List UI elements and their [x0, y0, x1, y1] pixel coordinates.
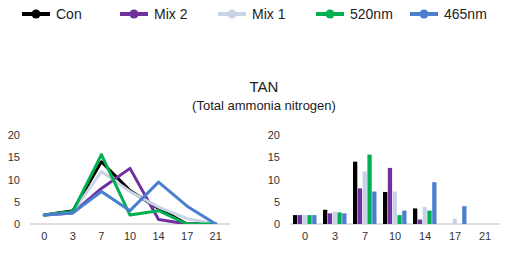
- bar: [393, 192, 397, 224]
- legend-marker: [420, 10, 429, 19]
- bar: [333, 212, 337, 224]
- y-tick: [287, 135, 290, 136]
- y-tick-label: 5: [14, 196, 20, 208]
- y-tick: [27, 157, 30, 158]
- bar: [453, 219, 457, 224]
- legend-label: Mix 2: [154, 6, 188, 22]
- series-line: [44, 182, 215, 224]
- panel-bar: 0 5 10 15 20 0 3 7 10 14 17 21: [268, 129, 500, 242]
- bar: [427, 211, 431, 224]
- x-tick-label: 14: [152, 230, 164, 242]
- bar: [328, 213, 332, 224]
- y-tick: [287, 157, 290, 158]
- bar: [337, 212, 341, 224]
- plot-area: [293, 155, 467, 224]
- legend: Con Mix 2 Mix 1 520nm 465nm: [22, 6, 487, 22]
- y-tick-label: 15: [8, 151, 20, 163]
- bar: [388, 168, 392, 224]
- y-tick: [27, 179, 30, 180]
- x-tick-label: 0: [302, 230, 308, 242]
- x-tick-label: 3: [332, 230, 338, 242]
- bar: [298, 215, 302, 224]
- bar: [367, 155, 371, 224]
- y-tick: [287, 224, 290, 225]
- y-tick-label: 10: [268, 174, 280, 186]
- bar: [383, 192, 387, 224]
- x-tick-label: 17: [181, 230, 193, 242]
- legend-marker: [32, 10, 41, 19]
- bar: [303, 215, 307, 224]
- x-tick-label: 21: [479, 230, 491, 242]
- x-tick-label: 7: [362, 230, 368, 242]
- bar: [483, 224, 487, 225]
- bar: [372, 192, 376, 224]
- bar: [432, 182, 436, 224]
- y-tick-label: 0: [14, 218, 20, 230]
- bar: [473, 224, 477, 225]
- bar: [418, 220, 422, 224]
- bar: [293, 215, 297, 224]
- legend-label: Mix 1: [252, 6, 286, 22]
- chart-subtitle: (Total ammonia nitrogen): [192, 98, 336, 113]
- y-tick: [27, 224, 30, 225]
- bar: [478, 224, 482, 225]
- x-tick-label: 7: [98, 230, 104, 242]
- bar: [402, 211, 406, 224]
- bar: [323, 210, 327, 224]
- y-tick-label: 15: [268, 151, 280, 163]
- bar: [397, 215, 401, 224]
- legend-label: Con: [56, 6, 82, 22]
- x-tick-label: 3: [70, 230, 76, 242]
- legend-marker: [130, 10, 139, 19]
- bar: [457, 224, 461, 225]
- chart-root: Con Mix 2 Mix 1 520nm 465nm TAN (Total ammonia…: [0, 0, 528, 273]
- y-tick: [287, 201, 290, 202]
- bar: [413, 208, 417, 224]
- legend-label: 520nm: [350, 6, 393, 22]
- x-tick-label: 10: [124, 230, 136, 242]
- y-tick: [27, 135, 30, 136]
- y-tick-label: 5: [274, 196, 280, 208]
- y-tick: [287, 179, 290, 180]
- panel-line: 0 5 10 15 20 0 3 7 10 14 17 21: [8, 129, 230, 242]
- bar: [353, 162, 357, 224]
- bar: [423, 207, 427, 224]
- x-tick-label: 17: [449, 230, 461, 242]
- plot-area: [44, 155, 215, 224]
- bar: [462, 206, 466, 224]
- bar: [448, 224, 452, 225]
- x-tick-label: 0: [41, 230, 47, 242]
- x-tick-label: 10: [389, 230, 401, 242]
- bar: [487, 224, 491, 225]
- bar: [363, 171, 367, 224]
- chart-title: TAN: [250, 78, 279, 95]
- x-tick-label: 14: [419, 230, 431, 242]
- x-tick-label: 21: [210, 230, 222, 242]
- bar: [358, 188, 362, 224]
- y-tick: [27, 201, 30, 202]
- legend-marker: [228, 10, 237, 19]
- legend-marker: [326, 10, 335, 19]
- y-tick-label: 0: [274, 218, 280, 230]
- y-tick-label: 20: [8, 129, 20, 141]
- bar: [342, 213, 346, 224]
- bar: [307, 215, 311, 224]
- legend-label: 465nm: [444, 6, 487, 22]
- y-tick-label: 20: [268, 129, 280, 141]
- series-line: [44, 155, 215, 224]
- bar: [443, 224, 447, 225]
- y-tick-label: 10: [8, 174, 20, 186]
- bar: [312, 215, 316, 224]
- bar: [492, 224, 496, 225]
